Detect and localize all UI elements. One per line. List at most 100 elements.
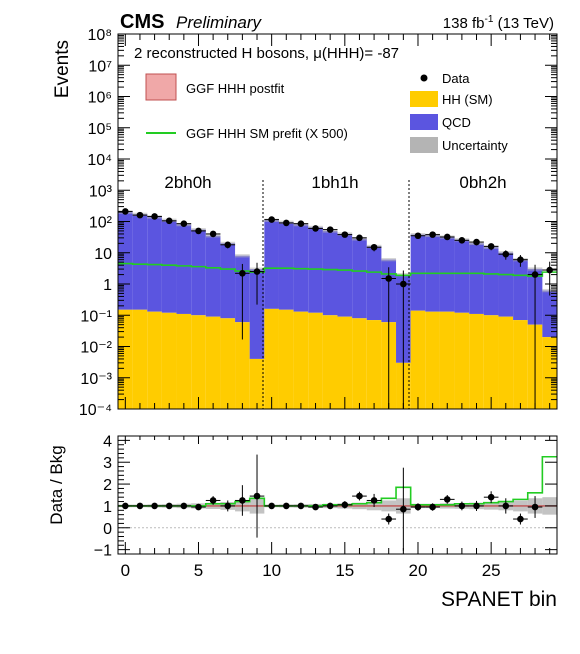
- data-point: [239, 269, 246, 277]
- ratio-point: [458, 502, 466, 510]
- qcd-bar: [308, 227, 323, 313]
- region-label-1bh1h: 1bh1h: [311, 173, 358, 192]
- legend-data-marker: [420, 74, 428, 82]
- y-tick-label: 10⁻⁴: [79, 402, 112, 419]
- ratio-point: [531, 503, 539, 511]
- hh-bar: [337, 316, 353, 409]
- data-point: [209, 230, 217, 238]
- hh-bar: [454, 312, 470, 409]
- hh-bar: [308, 312, 323, 409]
- data-point: [443, 233, 451, 241]
- ratio-point: [165, 502, 173, 510]
- hh-bar: [439, 311, 455, 409]
- y-tick-label: 10⁷: [88, 58, 112, 75]
- legend-hh-swatch: [410, 91, 438, 107]
- data-point: [385, 275, 393, 282]
- ratio-y-tick-label: 0: [103, 521, 112, 538]
- ratio-point: [443, 496, 451, 503]
- y-tick-label: 10⁻³: [80, 371, 112, 388]
- ratio-point: [429, 503, 436, 511]
- legend-postfit-swatch: [145, 73, 177, 101]
- qcd-bar: [498, 252, 514, 317]
- ratio-point: [326, 502, 334, 510]
- data-point: [122, 208, 129, 215]
- hh-bar: [176, 313, 192, 409]
- hh-bar: [513, 320, 528, 409]
- qcd-bar: [439, 236, 455, 312]
- qcd-bar: [132, 214, 148, 310]
- qcd-bar: [454, 239, 470, 313]
- data-point: [400, 280, 407, 288]
- hh-bar: [220, 318, 236, 409]
- data-point: [195, 227, 202, 235]
- data-point: [458, 237, 466, 244]
- legend-prefit-label: GGF HHH SM prefit (X 500): [186, 126, 348, 141]
- data-point: [312, 225, 319, 232]
- hh-bar: [205, 316, 221, 409]
- ratio-point: [473, 502, 480, 510]
- data-point: [326, 226, 334, 233]
- ratio-frame: [117, 435, 558, 555]
- ratio-point: [282, 502, 290, 510]
- energy-label: (13 TeV): [493, 15, 554, 32]
- data-point: [341, 231, 349, 238]
- qcd-bar: [264, 220, 279, 309]
- data-point: [502, 250, 510, 258]
- hh-bar: [147, 311, 162, 409]
- ratio-y-tick-label: 1: [103, 499, 112, 516]
- qcd-bar: [366, 246, 382, 321]
- qcd-bar: [469, 243, 484, 314]
- x-tick-label: 15: [335, 561, 354, 580]
- x-axis-label: SPANET bin: [441, 588, 557, 611]
- hh-bar: [249, 358, 265, 409]
- lumi-exponent: -1: [485, 14, 494, 25]
- ratio-point: [195, 503, 202, 511]
- ratio-point: [268, 502, 275, 510]
- ratio-point: [356, 492, 363, 500]
- ratio-point: [297, 502, 305, 510]
- data-point: [517, 256, 524, 263]
- hh-bar: [542, 337, 557, 409]
- data-point: [253, 268, 261, 275]
- legend-postfit-label: GGF HHH postfit: [186, 81, 285, 96]
- hh-bar: [366, 320, 382, 409]
- x-tick-label: 5: [194, 561, 203, 580]
- x-tick-label: 20: [409, 561, 428, 580]
- main-histogram-lines: [118, 262, 557, 277]
- qcd-bar: [322, 230, 338, 316]
- data-point: [165, 217, 173, 225]
- unc-band: [381, 258, 397, 262]
- y-tick-label: 10²: [89, 215, 113, 232]
- hh-bar: [293, 311, 309, 409]
- y-tick-label: 10⁻¹: [80, 308, 112, 325]
- ratio-point: [312, 503, 319, 511]
- data-point: [414, 232, 422, 240]
- qcd-bar: [542, 290, 557, 338]
- main-ylabel: Events: [52, 40, 73, 98]
- ratio-point: [414, 503, 422, 511]
- hh-bar: [498, 316, 514, 409]
- hh-bar: [469, 313, 484, 409]
- unc-band: [235, 254, 250, 258]
- hh-bar: [235, 322, 250, 409]
- ratio-point: [400, 505, 407, 513]
- qcd-bar: [352, 238, 367, 319]
- legend-data-label: Data: [442, 71, 470, 86]
- data-point: [180, 220, 188, 228]
- hh-bar: [483, 315, 499, 409]
- ratio-point: [341, 501, 349, 509]
- mu-annotation: 2 reconstructed H bosons, μ(HHH)= -87: [134, 45, 399, 62]
- data-point: [487, 243, 495, 250]
- data-point: [531, 271, 539, 278]
- legend-qcd-swatch: [410, 114, 438, 130]
- hh-bar: [322, 315, 338, 409]
- hh-bar: [132, 309, 148, 409]
- legend-unc-swatch: [410, 137, 438, 153]
- region-label-0bh2h: 0bh2h: [459, 173, 506, 192]
- ratio-point: [239, 497, 246, 504]
- qcd-bar: [191, 229, 206, 316]
- legend-hh-label: HH (SM): [442, 92, 493, 107]
- legend-qcd-label: QCD: [442, 115, 471, 130]
- prefit-line: [118, 262, 557, 277]
